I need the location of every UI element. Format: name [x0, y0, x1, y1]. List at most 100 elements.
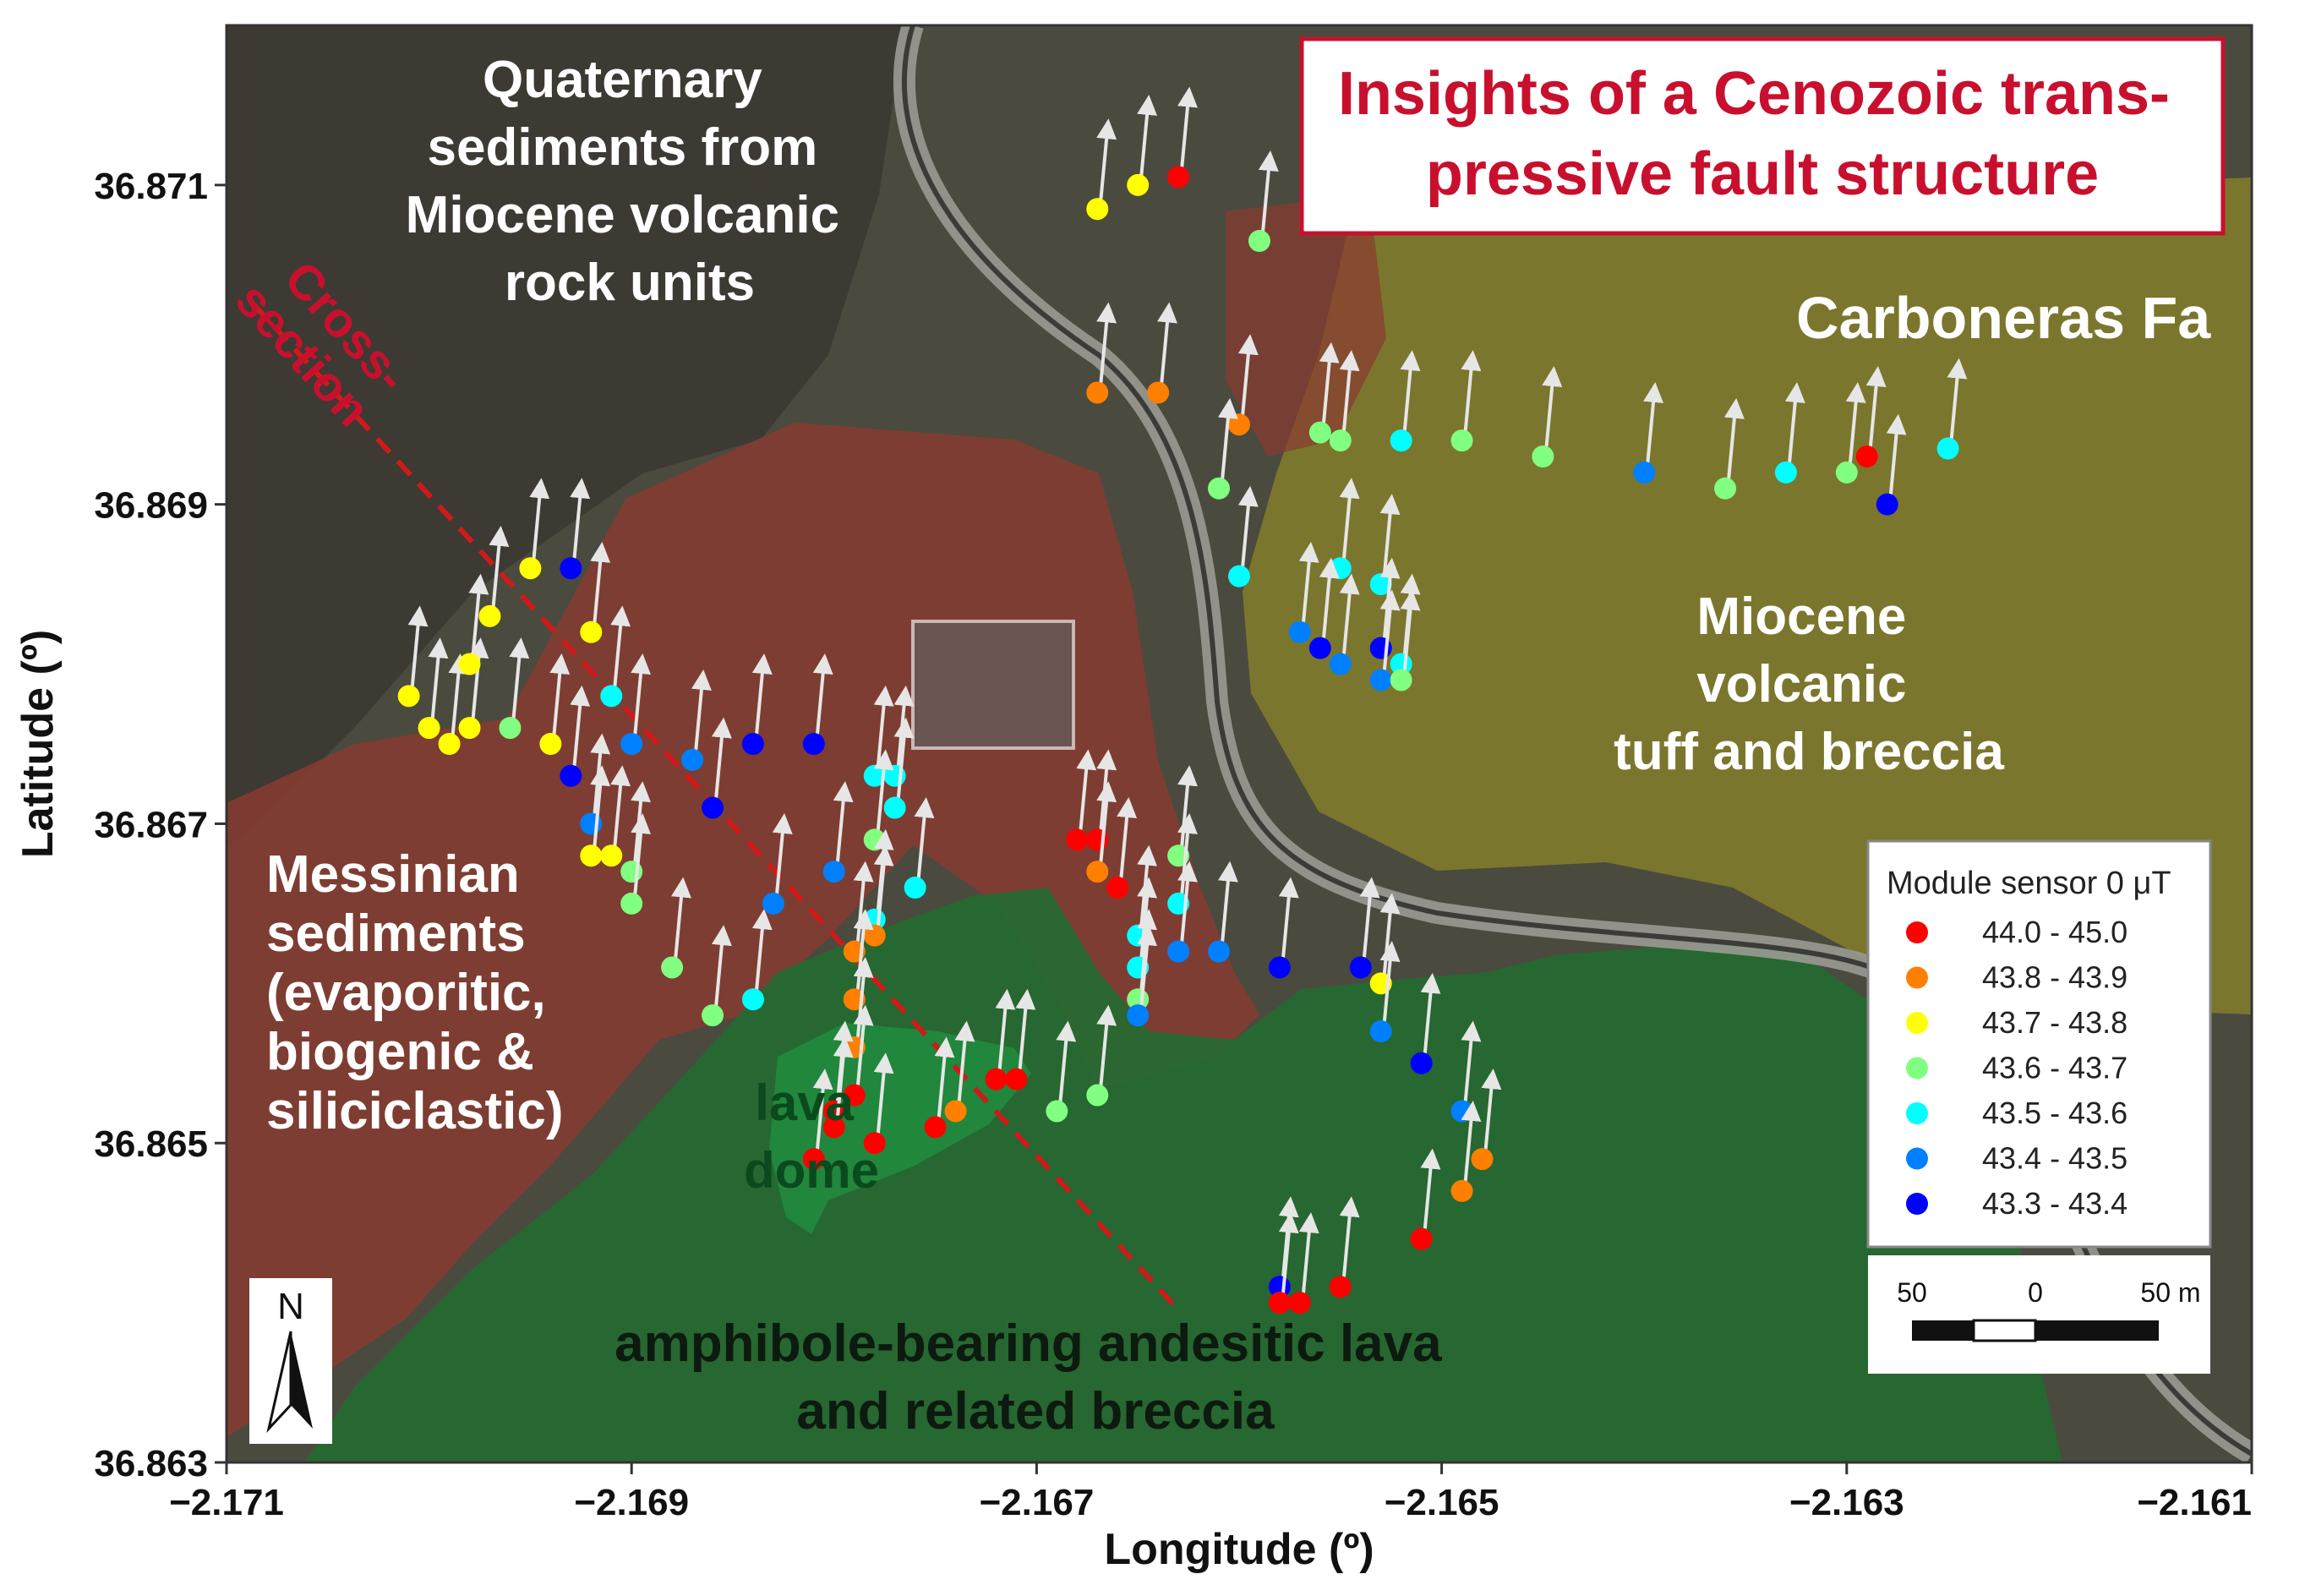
field-vector-arrow [1278, 1212, 1299, 1295]
field-vector-arrow [1420, 972, 1441, 1055]
field-vector-arrow [772, 812, 793, 896]
measurement-dot [741, 988, 764, 1011]
measurement-dot [418, 717, 440, 740]
measurement-dot [1268, 956, 1291, 979]
unit-miocene-tuff [1243, 178, 2252, 1014]
measurement-dot [1410, 1052, 1433, 1074]
y-tick-label: 36.863 [94, 1443, 208, 1484]
legend-label: 43.5 - 43.6 [1982, 1096, 2127, 1130]
measurement-point [702, 925, 732, 1027]
measurement-point [681, 669, 712, 771]
field-vector-arrow [833, 781, 854, 864]
field-vector-arrow [1096, 1004, 1117, 1087]
field-vector-arrow [1784, 381, 1805, 465]
measurement-dot [1532, 445, 1554, 467]
measurement-point [1835, 381, 1866, 484]
field-vector-arrow [1420, 1148, 1441, 1231]
measurement-point [802, 1069, 833, 1171]
measurement-dot [1410, 1227, 1433, 1250]
measurement-point [702, 717, 732, 819]
field-vector-arrow [1298, 541, 1319, 624]
field-vector-arrow [1177, 861, 1198, 943]
legend-swatch [1906, 966, 1928, 989]
measurement-point [1208, 861, 1238, 963]
measurement-point [580, 765, 611, 867]
label-quaternary: Quaternary sediments from Miocene volcan… [406, 51, 855, 312]
measurement-point [1633, 381, 1664, 484]
title-box [1299, 36, 2226, 236]
field-vector-arrow [1723, 397, 1745, 480]
field-vector-arrow [448, 653, 469, 736]
measurement-point [1329, 350, 1360, 452]
field-vector-arrow [873, 749, 894, 832]
field-vector-arrow [1237, 334, 1259, 417]
x-tick-label: −2.161 [2137, 1482, 2252, 1523]
measurement-dot [1288, 620, 1311, 643]
measurement-dot [1774, 461, 1797, 484]
field-vector-arrow [1278, 877, 1299, 959]
field-vector-arrow [853, 1004, 874, 1087]
measurement-point [580, 541, 611, 643]
measurement-dot [1855, 445, 1878, 467]
legend-swatch [1906, 1193, 1928, 1215]
measurement-dot [1369, 1020, 1392, 1042]
measurement-point [741, 653, 773, 755]
measurement-point [1369, 941, 1401, 1042]
measurement-point [985, 988, 1016, 1090]
measurement-dot [924, 1116, 947, 1139]
measurement-dot [1835, 461, 1858, 484]
plot-frame [225, 24, 2253, 1464]
legend-swatch [1906, 1147, 1928, 1170]
field-vector-arrow [590, 765, 611, 848]
field-vector-arrow [1137, 94, 1158, 178]
legend-label: 43.3 - 43.4 [1982, 1186, 2127, 1221]
measurement-dot [1167, 940, 1190, 963]
measurement-dot [1633, 461, 1656, 484]
field-vector-arrow [1298, 1212, 1319, 1295]
y-axis-title: Latitude (º) [14, 630, 63, 858]
measurement-dot [985, 1068, 1008, 1090]
field-vector-arrow [1339, 1196, 1360, 1279]
measurement-dot [681, 748, 704, 771]
field-vector-arrow [833, 1036, 854, 1119]
svg-text:N: N [277, 1286, 304, 1327]
measurement-dot [1268, 1292, 1291, 1315]
field-vector-arrow [1379, 941, 1401, 1024]
measurement-dot [661, 956, 684, 979]
measurement-point [1106, 797, 1138, 899]
measurement-dot [1208, 477, 1231, 500]
measurement-dot [1329, 429, 1352, 452]
measurement-point [478, 525, 510, 627]
measurement-point [1410, 1148, 1441, 1250]
legend-swatch [1906, 1102, 1928, 1124]
field-vector-arrow [1400, 589, 1421, 672]
measurement-dot [1147, 381, 1170, 404]
measurement-dot [600, 844, 623, 867]
measurement-point [1127, 94, 1158, 196]
field-vector-arrow [1319, 557, 1340, 640]
measurement-point [600, 765, 631, 867]
field-vector-arrow [1237, 485, 1259, 568]
measurement-dot [1876, 493, 1898, 516]
measurement-dot [1208, 940, 1231, 963]
measurement-point [1390, 589, 1421, 691]
measurement-dot [620, 892, 643, 915]
measurement-dot [1106, 877, 1129, 899]
measurement-point [1086, 118, 1117, 221]
legend-swatch [1906, 1012, 1928, 1034]
legend-swatch [1906, 1057, 1928, 1079]
field-vector-arrow [812, 1069, 833, 1151]
field-vector-arrow [631, 812, 652, 896]
measurement-dot [1450, 429, 1473, 452]
field-vector-arrow [407, 605, 429, 688]
measurement-point [843, 1004, 874, 1107]
measurement-dot [863, 1132, 886, 1155]
dark-hill-terrain [227, 25, 904, 845]
measurement-point [1248, 150, 1279, 252]
measurement-point [1532, 366, 1563, 467]
measurement-point [1308, 342, 1340, 444]
measurement-dot [1086, 198, 1109, 221]
legend-label: 43.8 - 43.9 [1982, 960, 2127, 995]
field-vector-arrow [1379, 893, 1401, 976]
measurement-point [560, 478, 591, 580]
